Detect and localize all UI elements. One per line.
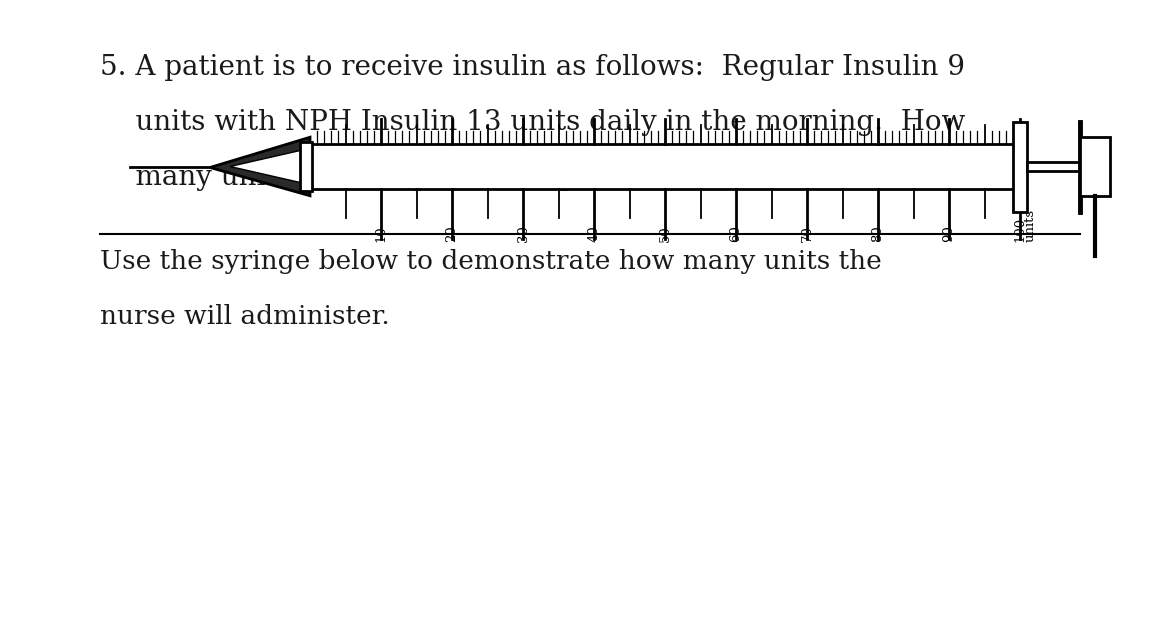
Text: 50: 50: [659, 226, 672, 243]
Text: nurse will administer.: nurse will administer.: [99, 304, 390, 329]
Text: 100: 100: [1013, 217, 1026, 243]
Text: Use the syringe below to demonstrate how many units the: Use the syringe below to demonstrate how…: [99, 249, 882, 274]
Bar: [1080, 137, 1110, 196]
Text: 5. A patient is to receive insulin as follows:  Regular Insulin 9: 5. A patient is to receive insulin as fo…: [99, 54, 965, 81]
Text: units: units: [1024, 209, 1037, 243]
Bar: [310, 144, 1020, 189]
Text: 20: 20: [446, 226, 459, 243]
Text: 70: 70: [800, 225, 813, 243]
Bar: [300, 142, 312, 191]
Text: 80: 80: [872, 226, 885, 243]
Text: 90: 90: [943, 225, 956, 243]
Text: 40: 40: [587, 226, 600, 243]
Text: 60: 60: [730, 225, 743, 243]
Text: 30: 30: [516, 225, 530, 243]
Text: units with NPH Insulin 13 units daily in the morning.  How: units with NPH Insulin 13 units daily in…: [99, 109, 965, 136]
Text: many units will the patient require?: many units will the patient require?: [99, 164, 640, 191]
Polygon shape: [209, 137, 310, 196]
Text: 10: 10: [374, 226, 387, 243]
Bar: [1013, 121, 1027, 212]
Polygon shape: [230, 149, 305, 184]
Bar: [1027, 162, 1080, 171]
